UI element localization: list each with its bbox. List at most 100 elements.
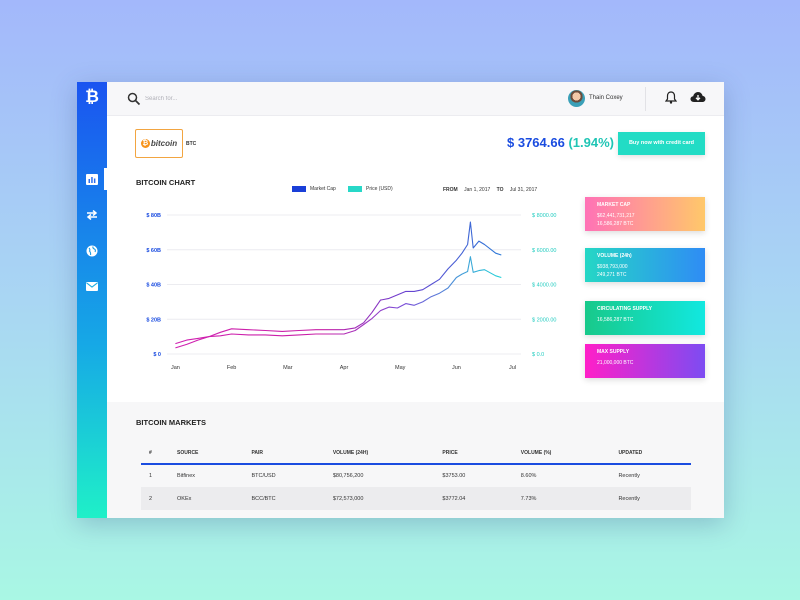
bitcoin-line-chart: $ 0 $ 20B $ 40B $ 60B $ 80B $ 0.0 $ 2000.00 $ 4… (146, 213, 556, 371)
column-header[interactable]: UPDATED (610, 442, 691, 465)
stat-card-market-cap[interactable]: MARKET CAP $62,441,731,217 16,586,287 BTC (585, 197, 705, 231)
chart-title: BITCOIN CHART (136, 178, 196, 187)
y-left-tick-label: $ 20B (146, 317, 161, 323)
table-cell: OKEx (169, 487, 244, 510)
y-right-tick-label: $ 0.0 (532, 352, 544, 358)
legend-label: Price (USD) (366, 186, 393, 192)
bitcoin-coin-icon: ₿ (140, 139, 150, 148)
stat-card-max-supply[interactable]: MAX SUPPLY 21,000,000 BTC (585, 344, 705, 378)
markets-table: # SOURCE PAIR VOLUME (24H) PRICE VOLUME (%) UP… (141, 442, 691, 510)
x-tick-label: Apr (340, 365, 349, 371)
stat-card-value: $62,441,731,217 (597, 213, 635, 219)
stat-card-label: MARKET CAP (597, 202, 631, 208)
ticker-symbol: BTC (186, 141, 197, 147)
table-row[interactable]: 1 Bitfinex BTC/USD $80,756,200 $3753.00 8.60%… (141, 464, 691, 487)
x-tick-label: Mar (283, 365, 293, 371)
mail-icon (86, 281, 98, 291)
table-cell: $72,573,000 (324, 487, 435, 510)
markets-section: BITCOIN MARKETS # SOURCE PAIR VOLUME (24H) P… (107, 402, 724, 518)
column-header[interactable]: SOURCE (169, 442, 244, 465)
y-left-tick-label: $ 80B (146, 213, 161, 219)
table-row[interactable]: 2 OKEx BCC/BTC $72,573,000 $3772.04 7.73% Rece… (141, 487, 691, 510)
table-cell: 2 (141, 487, 169, 510)
y-left-tick-label: $ 0 (153, 352, 161, 358)
sidebar-item-exchange[interactable] (77, 204, 107, 226)
stat-card-volume-24h[interactable]: VOLUME (24h) $938,793,000 249,271 BTC (585, 248, 705, 282)
x-tick-label: May (395, 365, 406, 371)
sidebar-item-messages[interactable] (77, 275, 107, 297)
x-tick-label: Jun (452, 365, 461, 371)
column-header[interactable]: # (141, 442, 169, 465)
bitcoin-logo-icon[interactable]: ₿ (85, 87, 99, 106)
exchange-arrows-icon (86, 210, 98, 220)
x-tick-label: Jan (171, 365, 180, 371)
table-cell: $3772.04 (434, 487, 513, 510)
stat-card-label: VOLUME (24h) (597, 253, 632, 259)
y-right-tick-label: $ 2000.00 (532, 317, 556, 323)
main-content: ₿ bitcoin BTC $ 3764.66 (1.94%) Buy now w… (107, 116, 724, 402)
from-date[interactable]: Jan 1, 2017 (464, 187, 491, 193)
table-cell: 1 (141, 464, 169, 487)
x-tick-label: Feb (227, 365, 236, 371)
column-header[interactable]: PAIR (243, 442, 325, 465)
legend-market-cap[interactable]: Market Cap (292, 186, 336, 192)
table-cell: 7.73% (512, 487, 611, 510)
topbar-divider (645, 87, 646, 111)
sidebar-item-global[interactable] (77, 240, 107, 262)
y-left-tick-label: $ 60B (146, 248, 161, 254)
x-tick-label: Jul (509, 365, 516, 371)
price-value: $ 3764.66 (507, 135, 565, 150)
buy-button[interactable]: Buy now with credit card (618, 132, 705, 155)
stat-card-label: CIRCULATING SUPPLY (597, 306, 653, 312)
column-header[interactable]: PRICE (434, 442, 513, 465)
search-input[interactable] (145, 91, 345, 107)
stat-card-circulating-supply[interactable]: CIRCULATING SUPPLY 16,586,287 BTC (585, 301, 705, 335)
y-right-tick-label: $ 4000.00 (532, 283, 556, 289)
column-header[interactable]: VOLUME (24H) (324, 442, 435, 465)
table-cell: Recently (610, 464, 691, 487)
stat-card-value: 16,586,287 BTC (597, 221, 634, 227)
market-cap-line (175, 221, 502, 349)
table-cell: BCC/BTC (243, 487, 325, 510)
table-cell: BTC/USD (243, 464, 325, 487)
legend-label: Market Cap (310, 186, 336, 192)
legend-swatch (292, 186, 306, 192)
stat-card-value: 249,271 BTC (597, 272, 627, 278)
table-cell: $3753.00 (434, 464, 513, 487)
stat-card-value: 21,000,000 BTC (597, 360, 634, 366)
sidebar-item-charts[interactable] (77, 168, 107, 190)
cloud-download-icon[interactable] (690, 91, 706, 103)
to-label: TO (496, 187, 504, 193)
stat-card-value: $938,793,000 (597, 264, 628, 270)
table-cell: 8.60% (512, 464, 611, 487)
table-cell: $80,756,200 (324, 464, 435, 487)
price-change: (1.94%) (568, 135, 614, 150)
top-bar: Thain Coxey (107, 82, 724, 116)
markets-title: BITCOIN MARKETS (136, 418, 206, 427)
user-name[interactable]: Thain Coxey (589, 95, 623, 101)
table-header-row: # SOURCE PAIR VOLUME (24H) PRICE VOLUME (%) UP… (141, 442, 691, 465)
brand-logo-text: bitcoin (150, 139, 178, 148)
app-window: ₿ (77, 82, 724, 518)
bell-icon[interactable] (665, 91, 677, 104)
bitcoin-brand-logo: ₿ bitcoin (135, 129, 183, 158)
legend-price[interactable]: Price (USD) (348, 186, 393, 192)
to-date[interactable]: Jul 31, 2017 (509, 187, 538, 193)
table-cell: Recently (610, 487, 691, 510)
stat-card-value: 16,586,287 BTC (597, 317, 634, 323)
from-label: FROM (443, 187, 458, 193)
globe-icon (86, 245, 98, 257)
legend-swatch (348, 186, 362, 192)
stat-card-label: MAX SUPPLY (597, 349, 630, 355)
date-range: FROM Jan 1, 2017 TO Jul 31, 2017 (443, 187, 542, 193)
y-left-tick-label: $ 40B (146, 283, 161, 289)
y-right-tick-label: $ 6000.00 (532, 248, 556, 254)
price-line (175, 256, 502, 345)
search-icon[interactable] (127, 92, 141, 106)
y-right-tick-label: $ 8000.00 (532, 213, 556, 219)
column-header[interactable]: VOLUME (%) (512, 442, 611, 465)
sidebar: ₿ (77, 82, 107, 518)
table-cell: Bitfinex (169, 464, 244, 487)
avatar[interactable] (568, 90, 585, 107)
current-price: $ 3764.66 (1.94%) (507, 135, 614, 150)
